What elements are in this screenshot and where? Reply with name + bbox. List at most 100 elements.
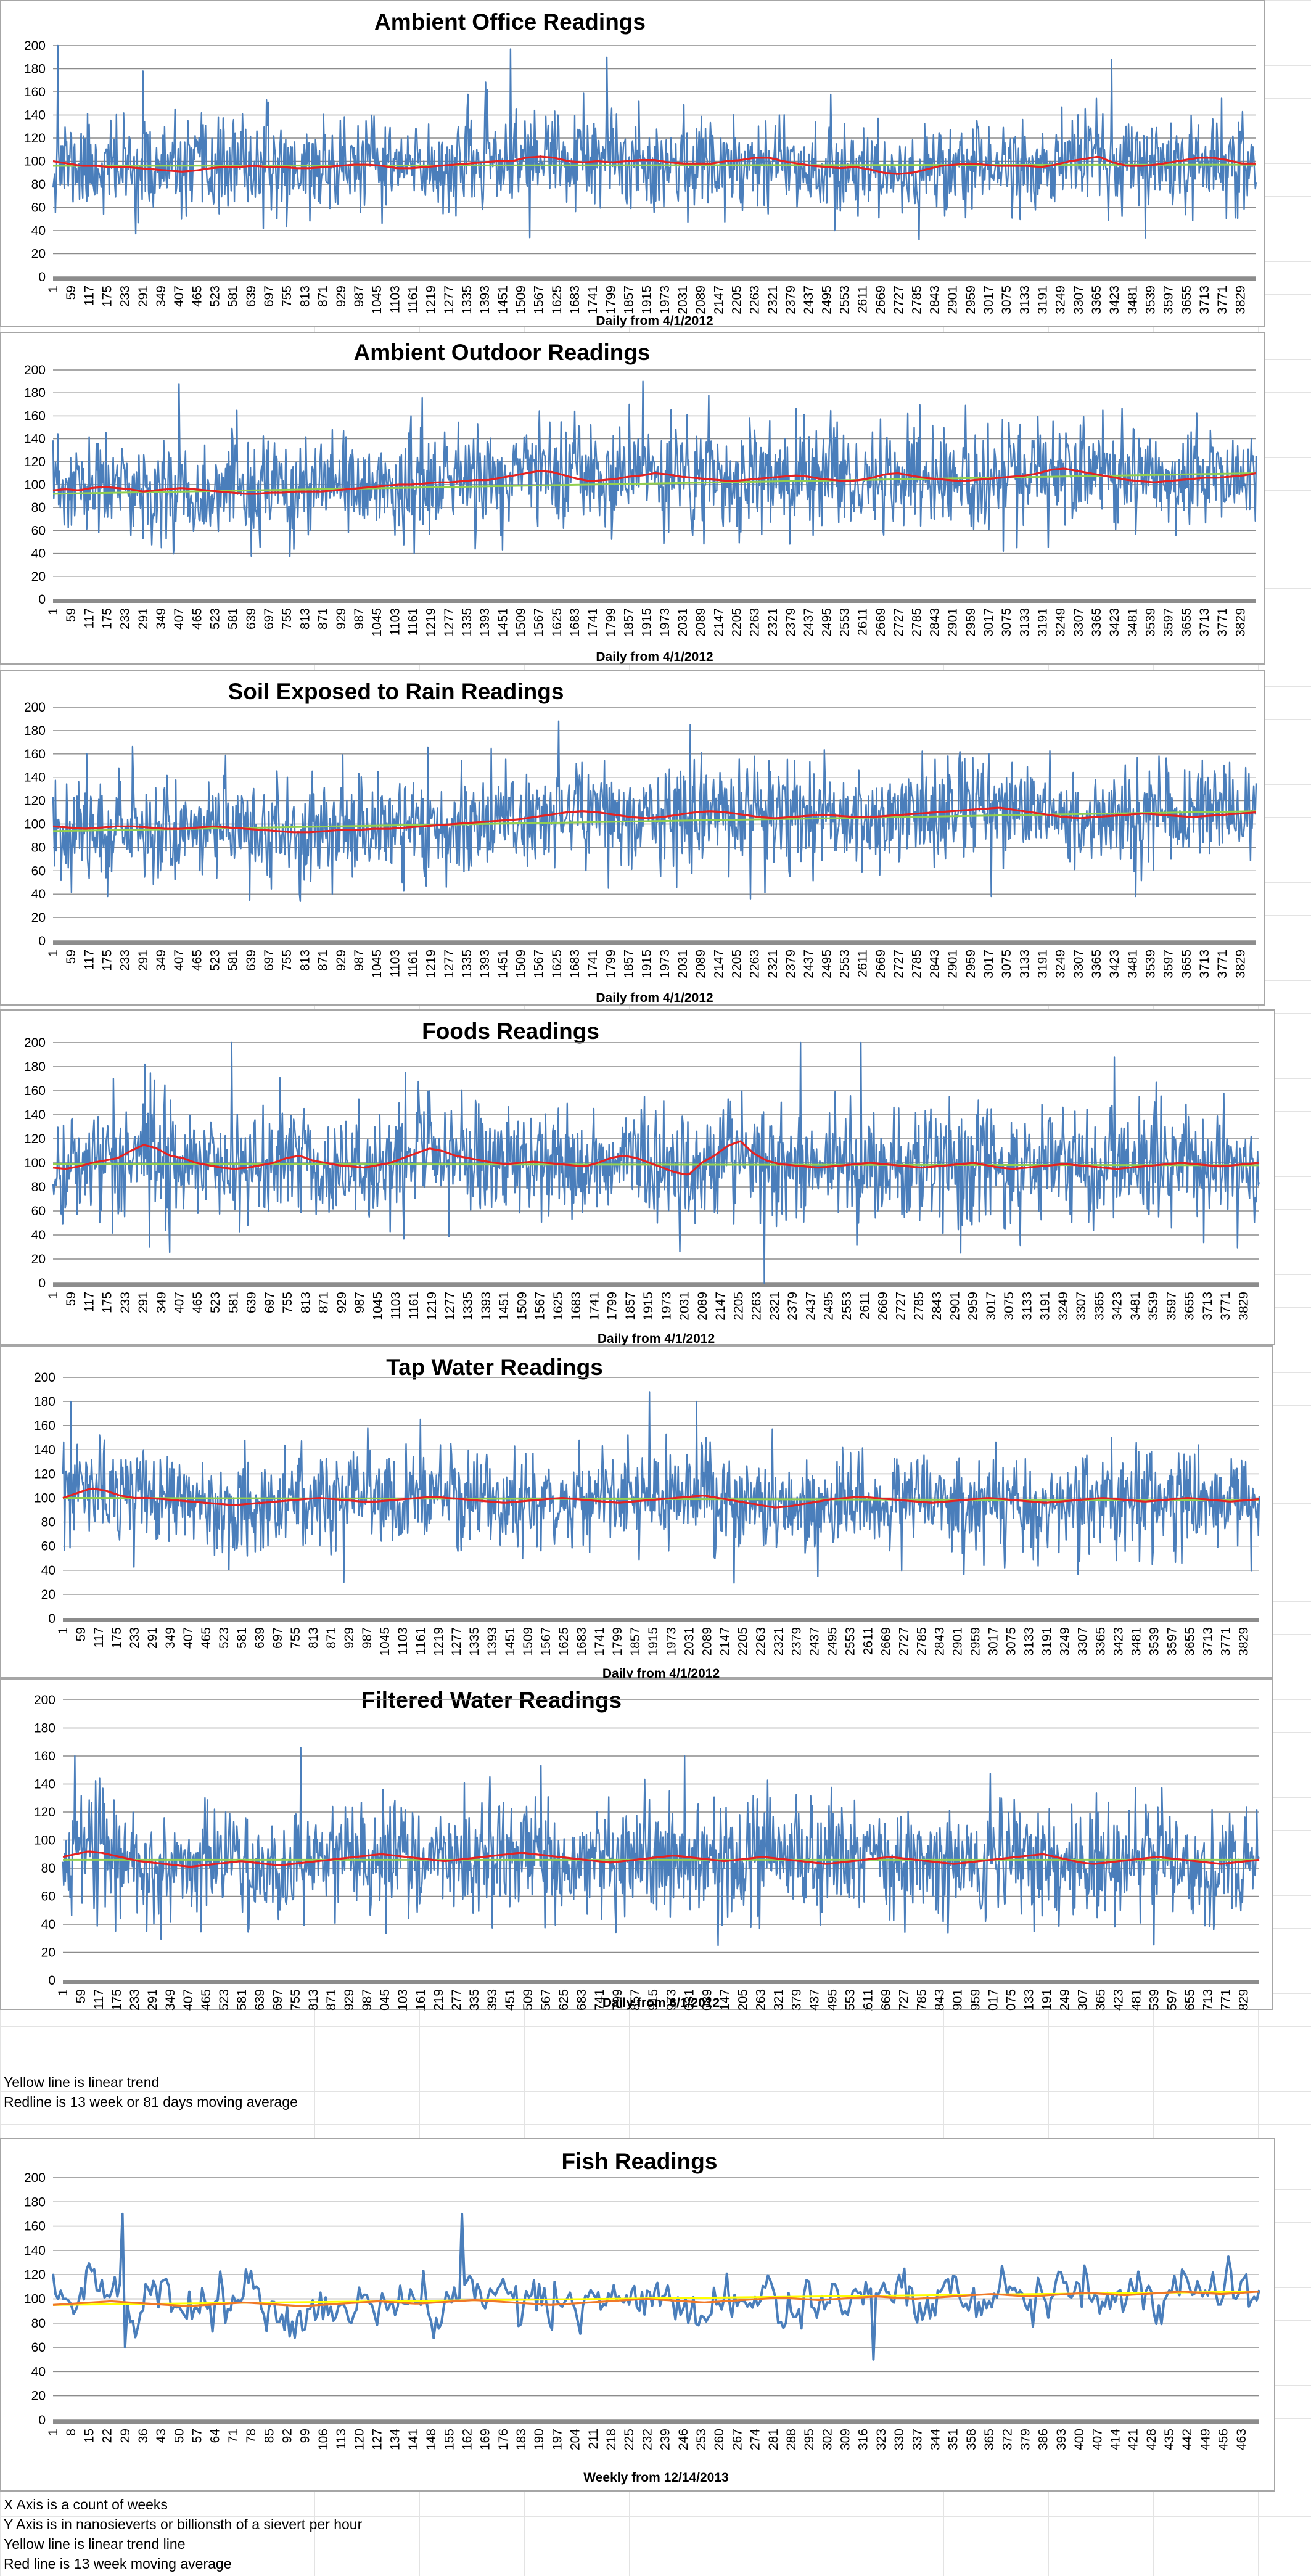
x-tick-label: 755	[280, 608, 294, 630]
x-tick-label: 1683	[569, 1292, 583, 1321]
chart-svg: Soil Exposed to Rain Readings 0 20 40 60 80 10…	[24, 679, 1257, 1005]
x-tick-label: 1219	[432, 1989, 446, 2011]
x-axis	[63, 1980, 1259, 1984]
x-tick-label: 1103	[396, 1989, 410, 2011]
x-tick-label: 3771	[1219, 1627, 1233, 1656]
y-tick-label: 100	[24, 2292, 46, 2307]
x-tick-label: 2205	[736, 1627, 750, 1656]
x-tick-label: 2553	[838, 285, 852, 314]
x-tick-label: 1	[46, 1292, 60, 1299]
x-axis-label: Daily from 4/1/2012	[598, 1332, 715, 1346]
x-axis-label: Daily from 4/1/2012	[596, 650, 713, 664]
x-tick-label: 2553	[838, 950, 852, 978]
y-tick-label: 80	[31, 2316, 46, 2331]
y-tick-label: 120	[24, 794, 46, 808]
y-tick-label: 80	[31, 501, 46, 515]
x-tick-label: 3365	[1093, 1627, 1108, 1656]
chart-ambient-office[interactable]: Ambient Office Readings 0 20 40 60 80 100 120 14…	[0, 0, 1265, 328]
x-tick-label: 2031	[676, 950, 690, 978]
x-tick-label: 218	[604, 2429, 619, 2450]
series-readings	[52, 720, 1257, 902]
x-tick-label: 2321	[766, 285, 780, 314]
x-tick-label: 3017	[982, 608, 996, 637]
x-tick-label: 323	[874, 2429, 889, 2450]
x-tick-label: 117	[82, 285, 96, 306]
x-tick-label: 1915	[640, 950, 654, 978]
y-tick-label: 140	[24, 109, 46, 123]
x-tick-label: 3365	[1090, 285, 1104, 314]
y-tick-label: 180	[24, 2195, 46, 2209]
x-tick-label: 3017	[986, 1627, 1000, 1656]
x-tick-label: 2727	[894, 1292, 908, 1321]
x-tick-label: 2901	[948, 1292, 962, 1321]
x-tick-label: 871	[316, 950, 331, 971]
x-tick-label: 1161	[414, 1627, 428, 1655]
chart-tap-water[interactable]: Tap Water Readings 0 20 40 60 80 100 120 140 160 1…	[0, 1345, 1273, 1680]
x-tick-label: 3133	[1017, 950, 1032, 978]
x-tick-label: 3307	[1074, 1292, 1088, 1321]
x-tick-label: 2205	[730, 608, 744, 637]
x-tick-label: 755	[280, 950, 294, 971]
y-tick-label: 20	[41, 1946, 55, 1960]
y-tick-label: 40	[31, 224, 46, 238]
note-linear-trend: Yellow line is linear trend	[4, 2074, 160, 2090]
x-tick-label: 2263	[748, 285, 762, 314]
x-tick-label: 3655	[1180, 285, 1194, 314]
x-tick-label: 1741	[586, 285, 600, 314]
x-tick-label: 1	[56, 1989, 70, 1996]
x-tick-label: 2669	[879, 1989, 893, 2011]
x-tick-label: 3307	[1075, 1989, 1090, 2011]
x-tick-label: 393	[1054, 2429, 1069, 2450]
x-tick-label: 1509	[515, 1292, 529, 1321]
x-tick-label: 456	[1217, 2429, 1231, 2450]
x-tick-label: 3481	[1129, 1989, 1143, 2011]
x-tick-label: 2959	[966, 1292, 980, 1321]
x-tick-label: 349	[154, 1292, 168, 1313]
x-tick-label: 3539	[1143, 950, 1157, 978]
x-tick-label: 1451	[496, 608, 510, 637]
y-tick-label: 40	[41, 1918, 55, 1932]
series-moving-average	[52, 806, 1257, 834]
x-axis	[53, 277, 1256, 281]
x-tick-label: 2901	[946, 285, 960, 314]
x-tick-label: 2147	[712, 608, 726, 637]
x-tick-label: 2205	[730, 285, 744, 314]
x-tick-label: 465	[190, 950, 204, 971]
x-tick-label: 2437	[807, 1627, 821, 1656]
x-axis-label: Daily from 4/1/2012	[596, 314, 713, 328]
x-tick-label: 697	[271, 1627, 285, 1649]
x-tick-label: 2031	[676, 285, 690, 314]
x-tick-label: 755	[289, 1989, 303, 2011]
x-tick-label: 3539	[1146, 1292, 1161, 1321]
x-tick-label: 291	[136, 608, 150, 630]
x-tick-label: 211	[586, 2429, 601, 2449]
x-tick-label: 1625	[557, 1627, 571, 1656]
x-tick-label: 1625	[550, 285, 564, 314]
note-x-axis: X Axis is a count of weeks	[4, 2496, 168, 2512]
x-tick-label: 2147	[718, 1989, 732, 2011]
x-tick-label: 428	[1145, 2429, 1159, 2450]
y-tick-label: 200	[34, 1693, 55, 1707]
x-tick-label: 813	[298, 285, 312, 307]
chart-ambient-outdoor[interactable]: Ambient Outdoor Readings 0 20 40 60 80 100 120 1…	[0, 332, 1265, 665]
x-tick-label: 3307	[1072, 285, 1086, 314]
chart-foods[interactable]: Foods Readings 0 20 40 60 80 100 120 140 160 180 20…	[0, 1009, 1275, 1346]
x-tick-label: 2727	[897, 1627, 911, 1656]
x-tick-label: 183	[514, 2429, 528, 2450]
x-tick-label: 3829	[1236, 1627, 1251, 1656]
x-tick-label: 1567	[532, 608, 546, 637]
y-tick-label: 80	[41, 1861, 55, 1876]
x-tick-label: 3597	[1165, 1989, 1179, 2011]
x-tick-label: 1915	[640, 285, 654, 314]
x-tick-label: 581	[235, 1989, 249, 2011]
chart-fish[interactable]: Fish Readings 0 20 40 60 80 100 120 140 160 180 200…	[0, 2138, 1275, 2492]
x-tick-label: 1567	[539, 1627, 553, 1656]
chart-soil-exposed-to-rain[interactable]: Soil Exposed to Rain Readings 0 20 40 60 80 10…	[0, 670, 1265, 1006]
x-tick-label: 1973	[664, 1989, 678, 2011]
x-tick-label: 372	[1000, 2429, 1014, 2450]
x-tick-label: 465	[190, 608, 204, 630]
x-tick-label: 1509	[521, 1627, 535, 1656]
x-tick-label: 295	[802, 2429, 816, 2450]
chart-filtered-water[interactable]: Filtered Water Readings 0 20 40 60 80 100 120 14…	[0, 1678, 1273, 2011]
x-tick-label: 291	[136, 285, 150, 307]
